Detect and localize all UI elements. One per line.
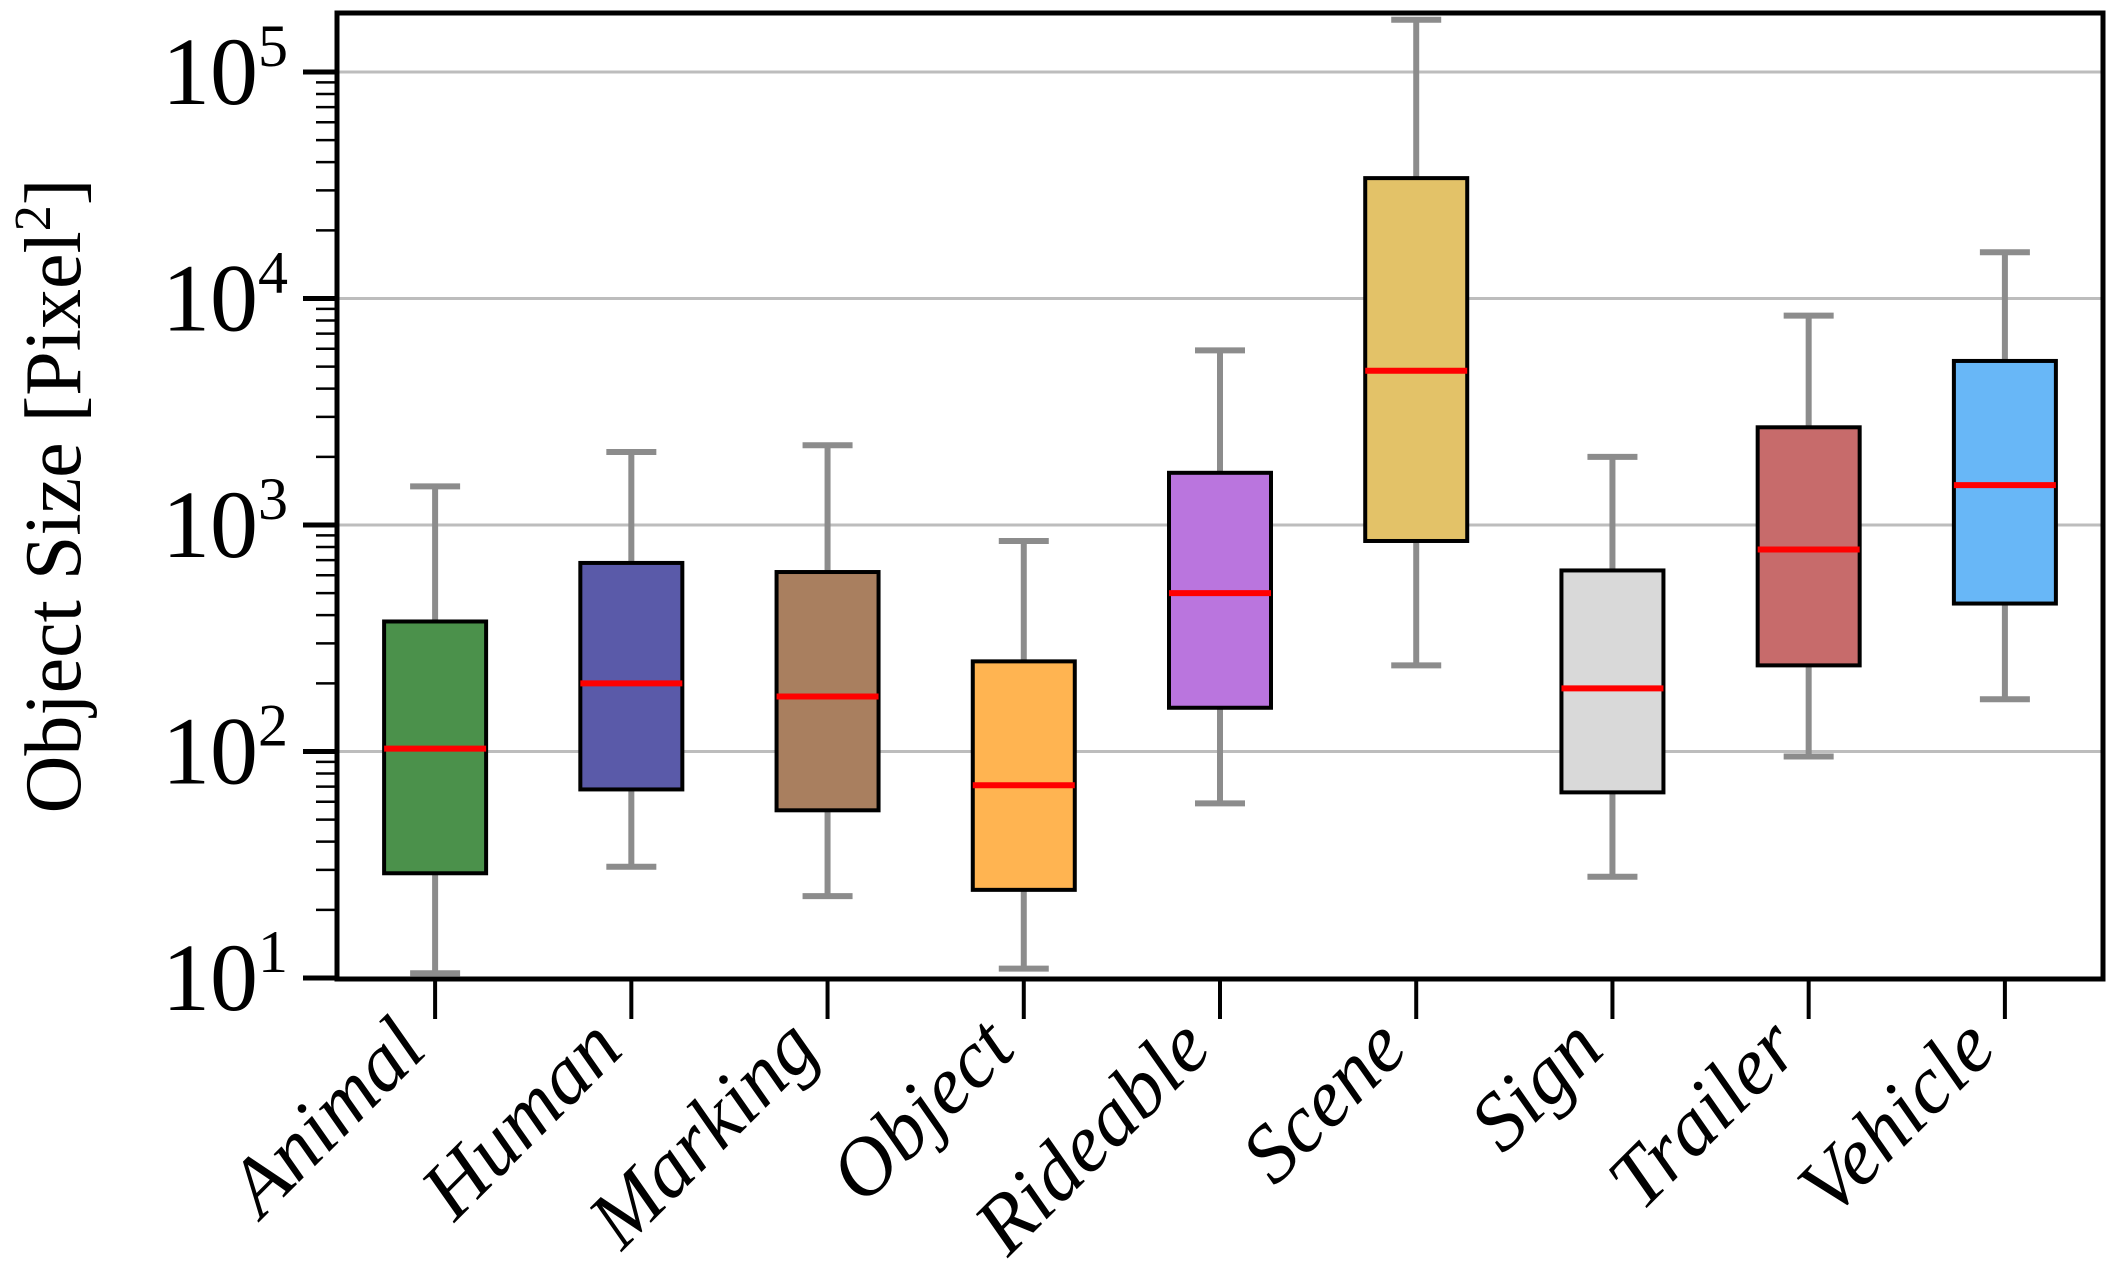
y-tick-label-10e3: 103 [162, 466, 288, 578]
y-tick-label-10e1: 101 [162, 919, 288, 1031]
y-tick-label-10e2: 102 [162, 693, 288, 805]
box-human [578, 560, 685, 792]
box-scene [1363, 176, 1470, 543]
box-sign [1559, 568, 1666, 795]
box-marking [774, 570, 881, 813]
box-object [970, 659, 1077, 892]
box-trailer [1755, 425, 1862, 668]
y-axis-label: Object Size [Pixel2] [5, 179, 98, 814]
y-tick-label-10e4: 104 [162, 240, 288, 352]
y-tick-label-10e5: 105 [162, 13, 288, 125]
